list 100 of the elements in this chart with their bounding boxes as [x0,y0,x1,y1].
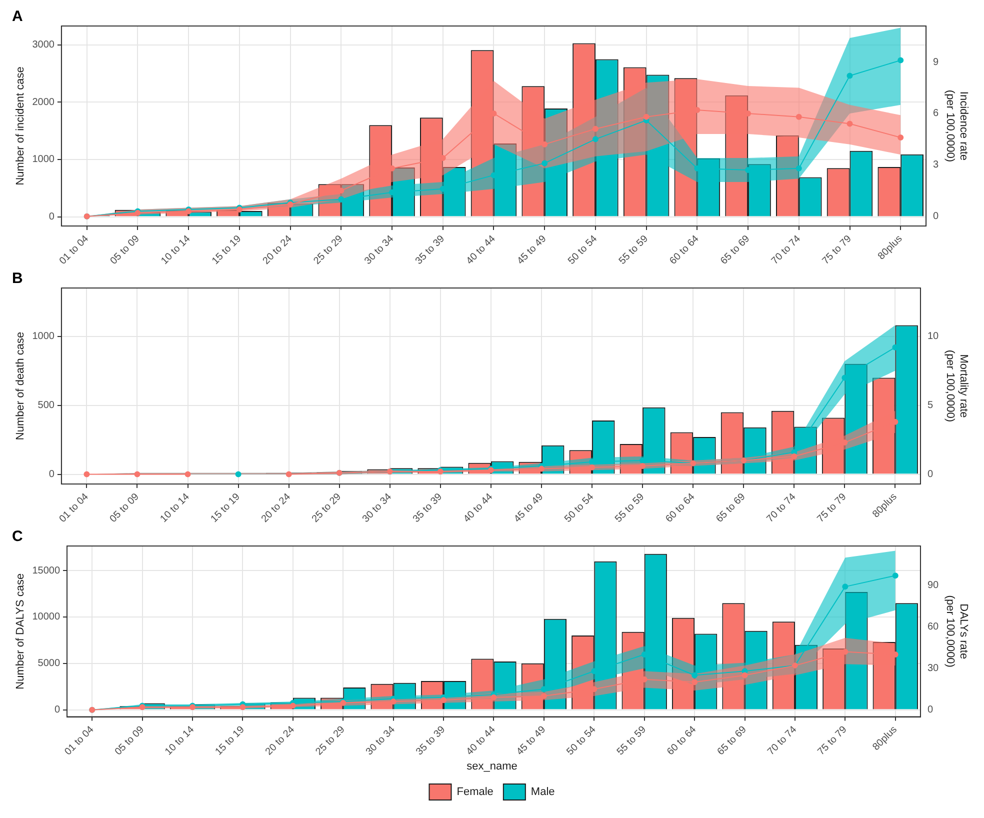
x-tick-label: 65 to 69 [714,491,748,525]
y-axis-title: Number of death case [14,332,27,440]
point [592,136,598,142]
x-tick-label: 05 to 09 [108,233,142,267]
chart-title: C [12,528,23,546]
x-tick-label: 70 to 74 [770,233,804,267]
y-tick-label: 2000 [32,96,55,108]
y-axis-title: Number of incident case [14,66,27,186]
point [742,672,748,678]
point [440,697,447,704]
point [892,572,898,579]
x-tick-label: 25 to 29 [310,491,344,525]
x-tick-label: 55 to 59 [615,724,649,758]
legend-title: sex_name [466,760,518,772]
y2-axis-title: Mortality rate (per 100,0000) [944,350,970,422]
y2-tick-label: 0 [927,469,934,480]
point [240,704,246,710]
point [592,126,598,132]
y2-axis-title: Incidence rate (per 100,0000) [944,90,970,162]
x-tick-label: 60 to 64 [664,491,698,525]
point [589,464,596,470]
x-tick-label: 01 to 04 [62,724,96,758]
y-tick-label: 10000 [32,612,60,623]
x-tick-label: 20 to 24 [261,233,295,267]
point [184,471,191,478]
x-tick-label: 70 to 74 [764,491,799,525]
point [538,466,544,472]
point [134,471,140,478]
point [235,471,242,478]
x-tick-label: 45 to 49 [512,491,546,525]
point [692,672,698,678]
y2-axis-title: DALYs rate (per 100,0000) [944,595,970,668]
x-tick-label: 65 to 69 [715,724,750,758]
chart-title: A [12,8,23,26]
y-tick-label: 0 [48,212,55,223]
y-tick-label: 500 [38,400,55,412]
point [84,471,90,478]
x-tick-label: 10 to 14 [163,724,197,758]
y-axis-title: Number of DALYS case [14,573,27,690]
point [542,141,548,148]
point [898,134,904,140]
x-tick-label: 30 to 34 [362,233,396,267]
x-tick-label: 55 to 59 [617,233,651,267]
legend-label: Male [530,786,555,798]
point [390,698,396,705]
point [692,679,698,686]
point [791,453,798,460]
y2-tick-label: 0 [927,704,934,716]
x-tick-label: 25 to 29 [312,233,346,267]
x-tick-label: 45 to 49 [514,724,548,758]
legend-label: Female [456,786,494,798]
y-tick-label: 15000 [32,565,60,576]
x-tick-label: 20 to 24 [264,724,298,758]
x-tick-label: 50 to 54 [562,491,596,525]
x-tick-label: 15 to 19 [209,491,243,525]
x-tick-label: 75 to 79 [820,233,854,267]
point [286,471,292,478]
x-tick-label: 40 to 44 [464,724,498,758]
x-tick-label: 60 to 64 [665,724,699,758]
y-tick-label: 3000 [32,40,55,51]
x-tick-label: 01 to 04 [57,491,92,525]
x-tick-label: 40 to 44 [464,233,498,267]
point [290,702,296,709]
x-tick-label: 60 to 64 [668,233,702,267]
point [490,694,497,700]
point [846,120,853,127]
x-tick-label: 35 to 39 [414,724,448,758]
x-tick-label: 70 to 74 [766,724,800,758]
x-tick-label: 50 to 54 [566,233,600,267]
y2-tick-label: 0 [933,211,940,222]
y2-tick-label: 5 [927,400,934,412]
x-tick-label: 25 to 29 [314,724,348,758]
x-tick-label: 55 to 59 [613,491,647,525]
y2-tick-label: 10 [927,331,940,342]
x-tick-label: 01 to 04 [58,233,92,267]
x-tick-label: 75 to 79 [816,724,850,758]
chart-title: B [12,270,23,288]
x-tick-label: 05 to 09 [113,724,147,758]
point [842,584,848,590]
x-tick-label: 35 to 39 [411,491,445,525]
y2-tick-label: 9 [933,56,940,68]
point [540,693,547,699]
y-tick-label: 0 [54,704,60,716]
x-tick-label: 40 to 44 [462,491,496,525]
y2-tick-label: 6 [933,108,940,120]
point [796,165,802,172]
x-tick-label: 15 to 19 [210,233,244,267]
x-tick-label: 10 to 14 [158,491,192,525]
y2-tick-label: 3 [933,160,940,171]
y2-tick-label: 60 [927,622,940,633]
point [796,114,802,120]
x-tick-label: 15 to 19 [213,724,248,758]
y2-tick-label: 30 [927,663,940,674]
x-tick-label: 35 to 39 [414,233,448,267]
point [640,463,646,470]
point [338,196,344,202]
x-tick-label: 30 to 34 [360,491,394,525]
point [643,114,650,120]
x-tick-label: 30 to 34 [364,724,398,758]
y-tick-label: 5000 [38,658,60,670]
